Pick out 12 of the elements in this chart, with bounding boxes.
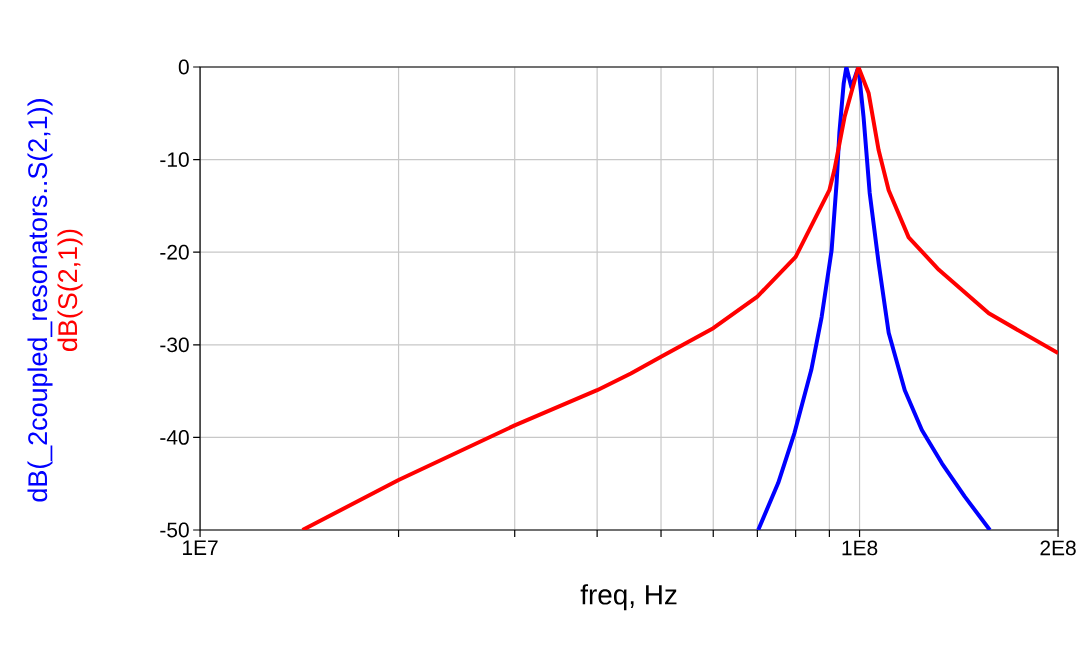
x-tick-label: 2E8	[1040, 540, 1076, 556]
y-tick-label: -40	[160, 429, 189, 445]
y-tick-label: -20	[160, 244, 189, 260]
text: dB(S(2,1))	[57, 229, 83, 351]
x-tick-label: 1E7	[183, 540, 218, 555]
y-tick-label: -50	[160, 522, 189, 538]
y-tick-label: -10	[160, 152, 189, 168]
y-tick-label: -30	[160, 337, 189, 353]
x-tick-label: 1E8	[842, 540, 878, 556]
y-tick-label: 0	[178, 59, 189, 75]
x-axis-title: freq, Hz	[580, 584, 677, 611]
text: dB(_2coupled_resonators..S(2,1))	[27, 99, 53, 502]
